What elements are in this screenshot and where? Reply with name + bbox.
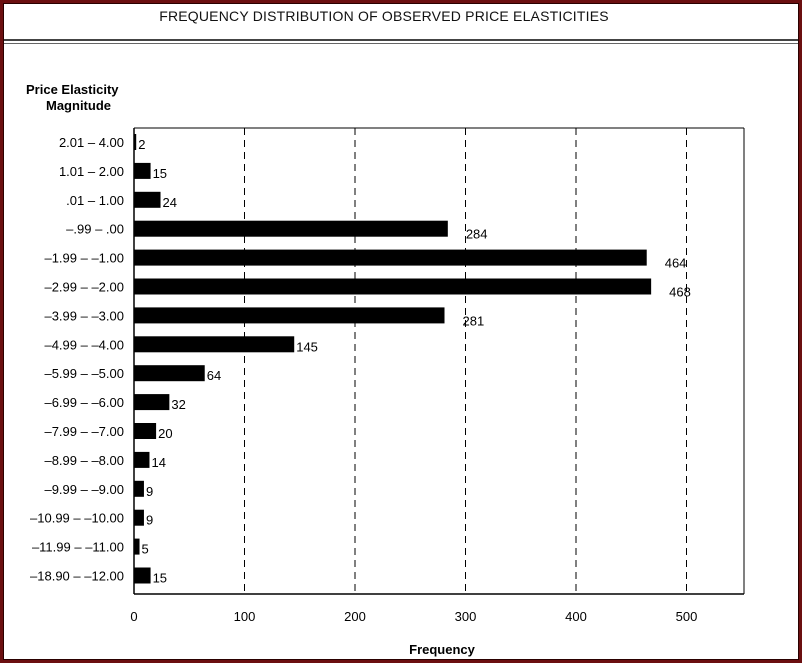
bar bbox=[134, 249, 647, 266]
bar bbox=[134, 278, 652, 295]
category-label: –3.99 – –3.00 bbox=[44, 308, 124, 323]
bar bbox=[134, 220, 448, 237]
bar-value-label: 2 bbox=[138, 137, 145, 152]
category-label: 2.01 – 4.00 bbox=[59, 135, 124, 150]
category-label: –18.90 – –12.00 bbox=[30, 569, 124, 584]
bar bbox=[134, 336, 295, 353]
x-tick-label: 0 bbox=[130, 609, 137, 624]
bar-value-label: 145 bbox=[296, 339, 318, 354]
x-tick-label: 200 bbox=[344, 609, 366, 624]
bar bbox=[134, 480, 144, 497]
category-label: –9.99 – –9.00 bbox=[44, 482, 124, 497]
bar bbox=[134, 538, 140, 555]
bar-value-label: 464 bbox=[665, 256, 687, 271]
x-tick-label: 100 bbox=[234, 609, 256, 624]
category-label: –1.99 – –1.00 bbox=[44, 251, 124, 266]
bar-value-label: 15 bbox=[153, 571, 167, 586]
bar bbox=[134, 365, 205, 382]
bar-value-label: 281 bbox=[463, 313, 485, 328]
y-axis-title-line-1: Price Elasticity bbox=[26, 82, 119, 97]
bar-value-label: 15 bbox=[153, 166, 167, 181]
bar-value-label: 9 bbox=[146, 513, 153, 528]
x-tick-label: 300 bbox=[455, 609, 477, 624]
category-label: –.99 – .00 bbox=[66, 222, 124, 237]
category-label: 1.01 – 2.00 bbox=[59, 164, 124, 179]
bar bbox=[134, 394, 170, 411]
category-label: –5.99 – –5.00 bbox=[44, 366, 124, 381]
bar-value-label: 284 bbox=[466, 227, 488, 242]
title-rule-bottom bbox=[4, 43, 798, 44]
title-rule-top bbox=[4, 39, 798, 41]
bar-chart: 0 100 200 300 400 500 2.01 – 4.00 2 1.01 – 2.00 1… bbox=[30, 127, 745, 624]
x-axis-title: Frequency bbox=[409, 642, 475, 657]
bar-value-label: 14 bbox=[151, 455, 165, 470]
bar bbox=[134, 509, 144, 526]
bar bbox=[134, 191, 161, 208]
category-label: .01 – 1.00 bbox=[66, 193, 124, 208]
x-tick-label: 500 bbox=[676, 609, 698, 624]
category-label: –4.99 – –4.00 bbox=[44, 337, 124, 352]
bar-value-label: 32 bbox=[171, 397, 185, 412]
category-label: –11.99 – –11.00 bbox=[32, 540, 124, 555]
bar bbox=[134, 162, 151, 179]
bar bbox=[134, 307, 445, 324]
category-label: –6.99 – –6.00 bbox=[44, 395, 124, 410]
bar-value-label: 468 bbox=[669, 285, 691, 300]
chart-title: FREQUENCY DISTRIBUTION OF OBSERVED PRICE… bbox=[159, 8, 609, 24]
category-label: –2.99 – –2.00 bbox=[44, 280, 124, 295]
category-label: –10.99 – –10.00 bbox=[30, 511, 124, 526]
bar-value-label: 5 bbox=[142, 542, 149, 557]
bar-value-label: 9 bbox=[146, 484, 153, 499]
category-label: –7.99 – –7.00 bbox=[44, 424, 124, 439]
chart-frame: FREQUENCY DISTRIBUTION OF OBSERVED PRICE… bbox=[3, 3, 799, 660]
bar bbox=[134, 423, 157, 439]
category-label: –8.99 – –8.00 bbox=[44, 453, 124, 468]
bar bbox=[134, 567, 151, 584]
y-axis-title: Price Elasticity Magnitude bbox=[26, 82, 119, 114]
y-axis-title-line-2: Magnitude bbox=[46, 98, 111, 113]
bar-value-label: 20 bbox=[158, 426, 172, 441]
bar-value-label: 24 bbox=[163, 195, 177, 210]
bar bbox=[134, 451, 150, 468]
x-tick-label: 400 bbox=[565, 609, 587, 624]
bar-value-label: 64 bbox=[207, 368, 221, 383]
bar bbox=[134, 134, 137, 150]
